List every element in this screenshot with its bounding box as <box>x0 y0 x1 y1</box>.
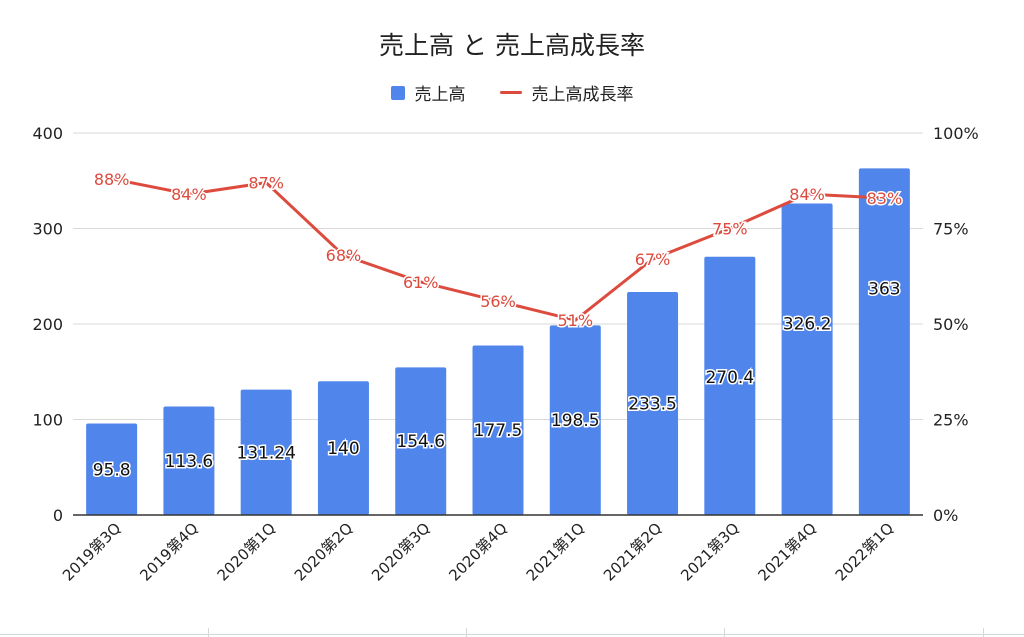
bar <box>781 203 833 515</box>
y-right-tick-label: 25% <box>933 411 969 430</box>
bar <box>163 406 215 515</box>
legend-swatch-line <box>499 91 522 94</box>
bar-data-label: 270.4 <box>705 368 754 388</box>
legend-swatch-bar <box>390 85 405 100</box>
y-left-tick-label: 0 <box>53 506 63 525</box>
bottom-divider-tick <box>208 628 209 637</box>
bar <box>240 389 292 515</box>
line-point <box>573 318 577 322</box>
y-right-tick-label: 75% <box>933 220 969 239</box>
line-series <box>110 177 886 322</box>
line-data-label: 67% <box>635 250 671 269</box>
line-point <box>110 177 114 181</box>
bottom-divider-tick <box>724 628 725 637</box>
y-right-tick-label: 50% <box>933 315 969 334</box>
bottom-divider <box>0 634 1024 635</box>
line-point <box>882 196 886 200</box>
line-point <box>187 192 191 196</box>
y-right-tick-label: 0% <box>933 506 958 525</box>
line-data-label: 56% <box>480 292 516 311</box>
chart-title: 売上高 と 売上高成長率 <box>379 31 645 60</box>
x-tick-label: 2021第3Q <box>677 519 742 584</box>
bar <box>858 168 910 515</box>
line-data-label: 75% <box>712 220 748 239</box>
x-tick-label: 2021第1Q <box>523 519 588 584</box>
legend-label-growth: 売上高成長率 <box>531 85 634 105</box>
x-tick-label: 2020第3Q <box>368 519 433 584</box>
bar <box>549 325 601 515</box>
x-tick-label: 2021第4Q <box>754 519 819 584</box>
bar-data-label: 177.5 <box>474 421 523 441</box>
y-left-tick-label: 300 <box>32 220 63 239</box>
x-tick-label: 2020第4Q <box>445 519 510 584</box>
line-point <box>341 253 345 257</box>
x-tick-label: 2019第4Q <box>136 519 201 584</box>
bar <box>627 292 679 515</box>
bar <box>86 423 138 515</box>
legend-label-sales: 売上高 <box>414 85 466 105</box>
x-tick-label: 2022第1Q <box>832 519 897 584</box>
bar-data-label: 131.24 <box>236 443 295 463</box>
line-data-label: 83% <box>867 189 903 208</box>
line-point <box>805 192 809 196</box>
bar-data-label: 95.8 <box>93 460 131 480</box>
x-tick-label: 2019第3Q <box>59 519 124 584</box>
bar-series <box>86 168 910 515</box>
bar-data-label: 326.2 <box>783 314 832 334</box>
line-point <box>496 299 500 303</box>
data-labels: 95.8 113.6 131.24 140 154.6 177.5 198.5 233.5 27… <box>91 168 903 481</box>
bottom-divider-tick <box>983 628 984 637</box>
bar-data-label: 140 <box>327 439 359 459</box>
bar <box>317 381 369 515</box>
line-data-label: 88% <box>94 170 130 189</box>
bar-data-label: 198.5 <box>551 411 600 431</box>
line-point <box>728 227 732 230</box>
bar-data-label: 154.6 <box>396 432 445 452</box>
line-point <box>651 257 655 261</box>
bar <box>395 367 447 515</box>
y-left-tick-label: 200 <box>32 315 63 334</box>
bar <box>704 256 756 515</box>
bar-data-label: 233.5 <box>628 395 677 415</box>
line-point <box>264 181 268 185</box>
y-right-tick-label: 100% <box>933 124 979 143</box>
x-tick-label: 2020第2Q <box>291 519 356 584</box>
x-tick-label: 2020第1Q <box>214 519 279 584</box>
bar-data-label: 113.6 <box>165 452 214 472</box>
legend-item-growth[interactable]: 売上高成長率 <box>499 80 634 105</box>
bar-data-label: 363 <box>868 279 900 299</box>
y-left-tick-label: 100 <box>32 411 63 430</box>
line-data-label: 84% <box>789 185 825 204</box>
line-data-label: 68% <box>326 246 362 265</box>
line-data-label: 51% <box>557 311 593 330</box>
line-data-label: 84% <box>171 185 207 204</box>
x-tick-label: 2021第2Q <box>600 519 665 584</box>
y-left-tick-label: 400 <box>32 124 63 143</box>
bar <box>472 345 524 515</box>
line-data-label: 61% <box>403 273 439 292</box>
bottom-divider-tick <box>466 628 467 637</box>
legend: 売上高 売上高成長率 <box>0 80 1024 105</box>
legend-item-sales[interactable]: 売上高 <box>390 80 466 105</box>
line-data-label: 87% <box>248 174 284 193</box>
line-point <box>419 280 423 284</box>
